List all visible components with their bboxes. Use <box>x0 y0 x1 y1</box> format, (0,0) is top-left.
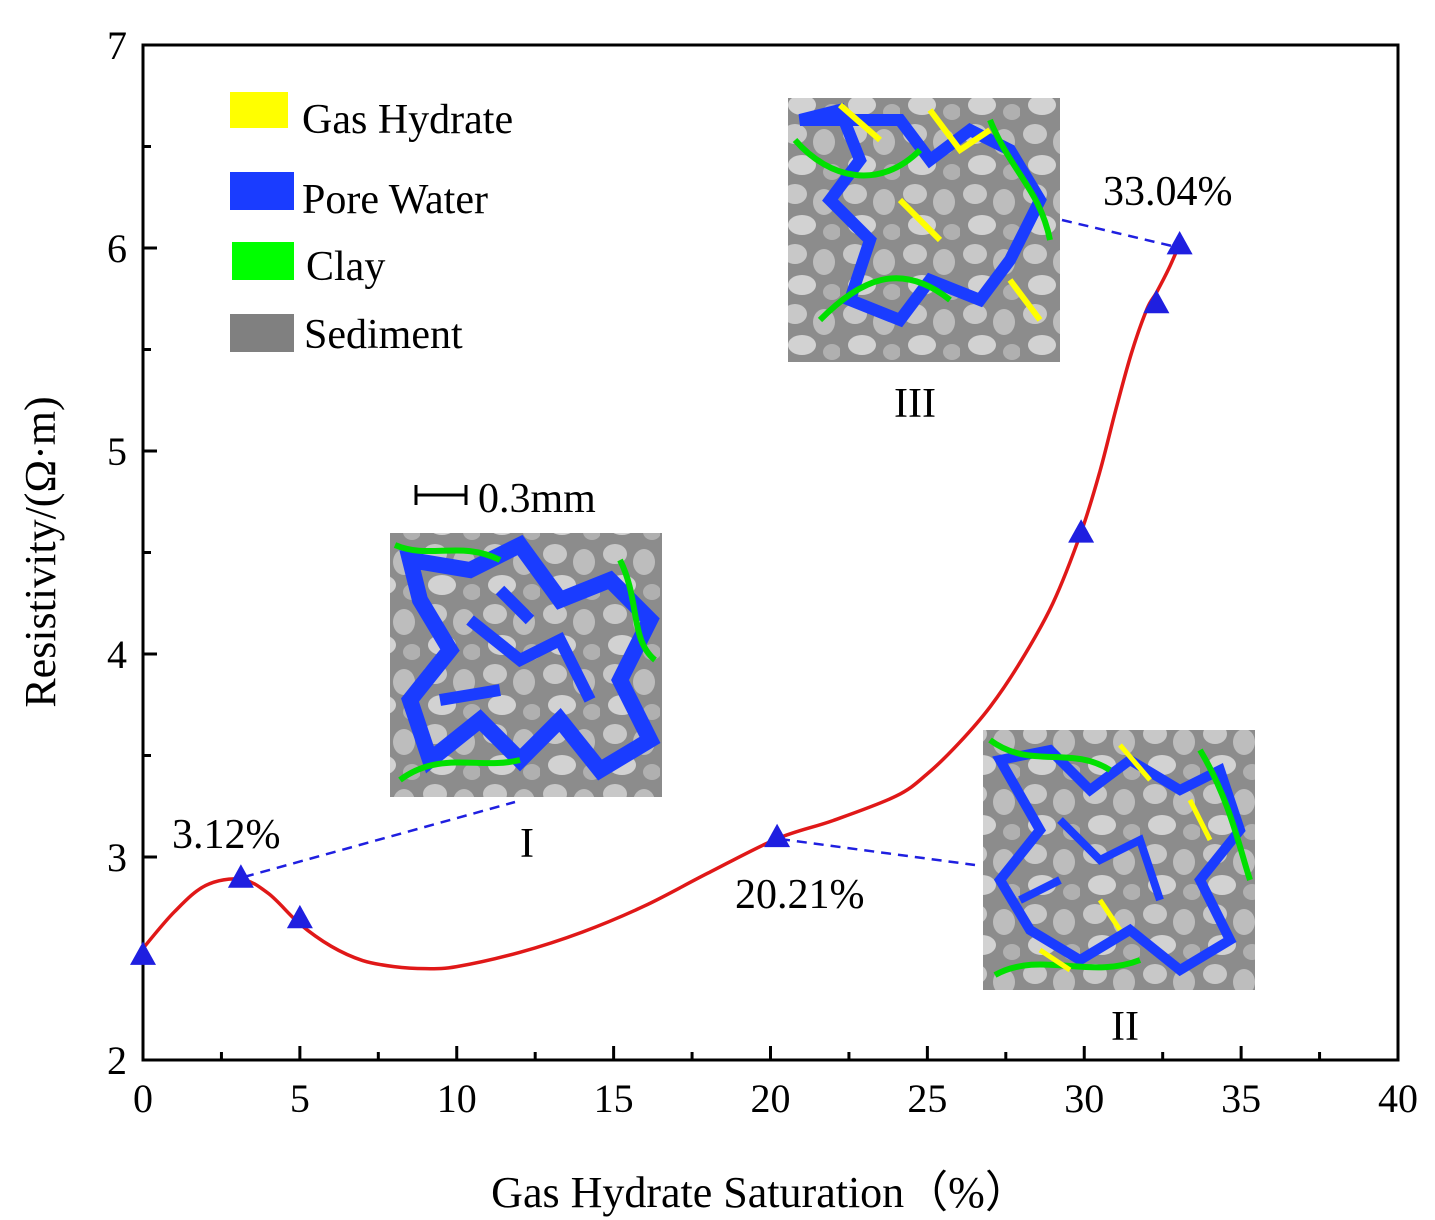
x-axis-title: Gas Hydrate Saturation（%） <box>491 1168 1029 1217</box>
annotation-3.12: 3.12% <box>172 812 281 858</box>
y-tick-label-5: 5 <box>107 429 127 474</box>
data-point-33.04 <box>1166 230 1193 255</box>
legend-swatch-clay <box>232 242 294 280</box>
y-tick-label-2: 2 <box>107 1038 127 1083</box>
x-tick-label-0: 0 <box>133 1076 153 1121</box>
legend-swatch-sediment <box>230 314 294 352</box>
y-tick-label-6: 6 <box>107 226 127 271</box>
inset-label-III: III <box>894 381 936 427</box>
inset-label-II: II <box>1111 1004 1139 1050</box>
scale-bar-label: 0.3mm <box>478 476 596 522</box>
x-tick-label-15: 15 <box>594 1076 634 1121</box>
x-tick-label-40: 40 <box>1378 1076 1418 1121</box>
legend-label-pore-water: Pore Water <box>302 177 488 223</box>
x-tick-label-35: 35 <box>1221 1076 1261 1121</box>
inset-image-II <box>983 730 1255 990</box>
y-tick-label-3: 3 <box>107 835 127 880</box>
data-point-32.3 <box>1143 289 1170 314</box>
scale-bar: 0.3mm <box>414 476 596 522</box>
leader-line-II <box>779 837 976 867</box>
x-tick-label-30: 30 <box>1064 1076 1104 1121</box>
inset-image-III <box>788 98 1060 362</box>
x-tick-label-5: 5 <box>290 1076 310 1121</box>
x-tick-label-25: 25 <box>907 1076 947 1121</box>
x-axis-ticks: 0 5 10 15 20 25 30 35 40 <box>133 1046 1418 1121</box>
x-tick-label-20: 20 <box>751 1076 791 1121</box>
y-axis-title: Resistivity/(Ω·m) <box>16 396 65 707</box>
x-tick-label-10: 10 <box>437 1076 477 1121</box>
data-point-3.12 <box>227 864 254 888</box>
inset-label-I: I <box>520 821 534 867</box>
data-point-29.9 <box>1068 519 1095 543</box>
data-points <box>130 230 1193 965</box>
legend-label-clay: Clay <box>306 244 385 290</box>
inset-image-I <box>390 533 662 797</box>
annotation-20.21: 20.21% <box>735 872 865 918</box>
annotation-33.04: 33.04% <box>1103 169 1233 215</box>
y-axis-ticks: 2 3 4 5 6 7 <box>107 23 157 1083</box>
leader-line-III <box>1061 218 1173 248</box>
y-tick-label-7: 7 <box>107 23 127 68</box>
y-tick-label-4: 4 <box>107 632 127 677</box>
legend-label-gas-hydrate: Gas Hydrate <box>302 97 513 143</box>
data-point-0 <box>130 941 156 965</box>
legend-swatch-pore-water <box>230 172 294 210</box>
legend-swatch-gas-hydrate <box>230 92 288 128</box>
data-point-20.21 <box>764 823 791 848</box>
legend-label-sediment: Sediment <box>304 312 463 358</box>
leader-line-I <box>243 800 516 879</box>
data-point-5 <box>286 904 313 929</box>
legend: Gas Hydrate Pore Water Clay Sediment <box>230 92 513 358</box>
